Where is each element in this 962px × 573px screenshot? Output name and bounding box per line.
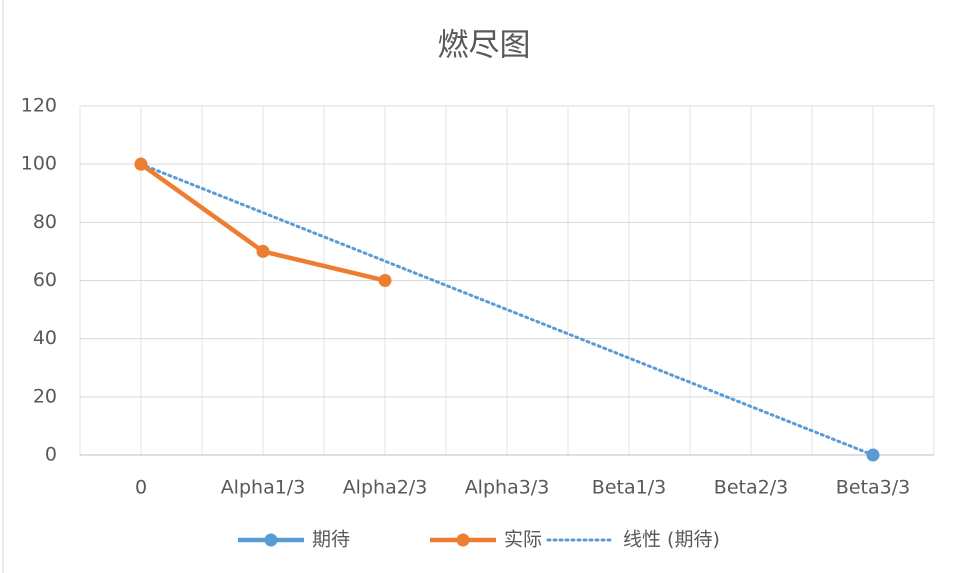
- legend-marker: [264, 533, 278, 547]
- y-tick-label: 0: [45, 444, 57, 466]
- x-tick-label: Alpha3/3: [465, 477, 550, 499]
- legend-label: 期待: [312, 529, 350, 551]
- legend-label: 线性 (期待): [623, 529, 720, 551]
- y-tick-label: 20: [33, 385, 57, 407]
- legend-marker: [456, 533, 470, 547]
- x-tick-label: Beta1/3: [592, 477, 666, 499]
- y-tick-label: 60: [33, 269, 57, 291]
- x-tick-label: Beta3/3: [836, 477, 910, 499]
- y-tick-label: 120: [21, 95, 57, 117]
- x-tick-label: Alpha2/3: [343, 477, 428, 499]
- point: [256, 244, 270, 258]
- point: [134, 157, 148, 171]
- y-tick-label: 80: [33, 211, 57, 233]
- chart-title: 燃尽图: [438, 28, 531, 64]
- x-tick-label: Beta2/3: [714, 477, 788, 499]
- x-tick-label: Alpha1/3: [221, 477, 306, 499]
- point: [378, 274, 392, 287]
- legend-label: 实际: [504, 529, 542, 551]
- trendline: [139, 162, 875, 457]
- x-tick-label: 0: [135, 477, 147, 499]
- y-tick-label: 40: [33, 327, 57, 349]
- y-tick-label: 100: [21, 153, 57, 175]
- point: [866, 448, 880, 462]
